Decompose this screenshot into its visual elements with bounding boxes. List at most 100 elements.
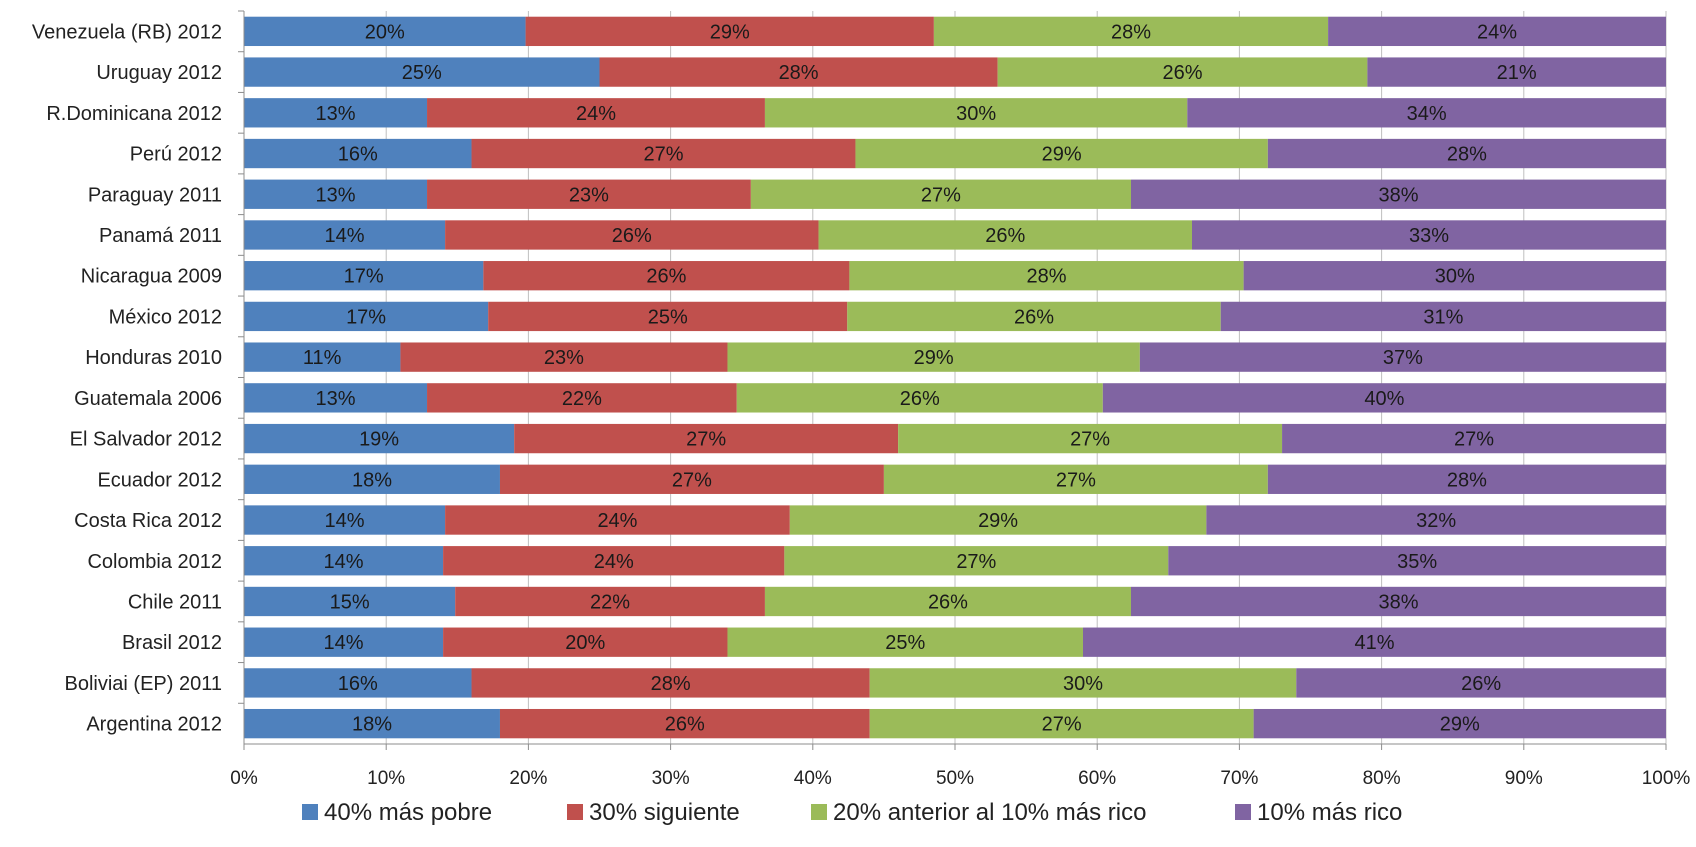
x-tick-label: 50% xyxy=(936,768,974,789)
data-label: 22% xyxy=(562,388,602,410)
axes xyxy=(238,10,1667,750)
data-label: 24% xyxy=(576,103,616,125)
data-label: 37% xyxy=(1383,347,1423,369)
data-label: 32% xyxy=(1416,510,1456,532)
category-label: Honduras 2010 xyxy=(85,347,222,369)
legend-label: 30% siguiente xyxy=(589,799,740,826)
bar-segment xyxy=(1082,627,1666,657)
data-label: 40% xyxy=(1364,388,1404,410)
data-label: 20% xyxy=(565,632,605,654)
bar-segment xyxy=(471,668,870,698)
category-label: R.Dominicana 2012 xyxy=(46,103,222,125)
category-label: Perú 2012 xyxy=(130,144,222,166)
bar-segment xyxy=(400,342,728,372)
bar-segment xyxy=(1139,342,1666,372)
data-label: 22% xyxy=(590,591,630,613)
x-tick-label: 0% xyxy=(230,768,258,789)
data-label: 27% xyxy=(1042,714,1082,736)
data-label: 24% xyxy=(1477,21,1517,43)
data-label: 28% xyxy=(779,62,819,84)
data-label: 28% xyxy=(1447,469,1487,491)
bar-segment xyxy=(1168,546,1666,576)
legend-label: 20% anterior al 10% más rico xyxy=(833,799,1146,826)
data-label: 13% xyxy=(315,103,355,125)
data-label: 31% xyxy=(1423,306,1463,328)
bar-segment xyxy=(244,464,500,494)
data-label: 15% xyxy=(330,591,370,613)
bar-segment xyxy=(445,505,790,535)
bar-segment xyxy=(727,342,1140,372)
data-label: 24% xyxy=(597,510,637,532)
bar-segment xyxy=(764,98,1188,128)
bar-segment xyxy=(847,301,1221,332)
data-label: 33% xyxy=(1409,225,1449,247)
bar-segment xyxy=(784,546,1169,576)
bar-segment xyxy=(488,301,848,332)
bar-segment xyxy=(525,16,934,47)
bar-segment xyxy=(244,98,428,128)
data-label: 28% xyxy=(1026,266,1066,288)
bar-segment xyxy=(1267,138,1666,169)
data-label: 27% xyxy=(1070,429,1110,451)
bar-segment xyxy=(869,708,1254,739)
data-label: 29% xyxy=(710,21,750,43)
bar-segment xyxy=(427,98,765,128)
data-label: 16% xyxy=(338,673,378,695)
data-label: 30% xyxy=(1435,266,1475,288)
data-label: 28% xyxy=(1111,21,1151,43)
bar-segment xyxy=(1130,179,1666,209)
bar-segment xyxy=(869,668,1297,698)
data-label: 17% xyxy=(346,306,386,328)
x-tick-label: 100% xyxy=(1642,768,1691,789)
data-label: 41% xyxy=(1354,632,1394,654)
data-label: 27% xyxy=(643,144,683,166)
bar-segment xyxy=(933,16,1329,47)
bar-segment xyxy=(244,179,428,209)
bar-segment xyxy=(1243,261,1666,291)
data-label: 26% xyxy=(665,714,705,736)
bar-segment xyxy=(764,586,1131,617)
x-tick-label: 70% xyxy=(1220,768,1258,789)
bar-segment xyxy=(898,423,1283,454)
bar-segment xyxy=(483,261,850,291)
bar-segment xyxy=(244,261,484,291)
bar-segment xyxy=(499,464,884,494)
legend-swatch xyxy=(567,804,583,820)
data-label: 27% xyxy=(956,551,996,573)
data-label: 26% xyxy=(646,266,686,288)
data-label: 25% xyxy=(648,306,688,328)
data-label: 11% xyxy=(303,347,342,369)
data-label: 25% xyxy=(402,62,442,84)
data-label: 20% xyxy=(365,21,405,43)
bar-segment xyxy=(1102,383,1666,413)
data-label: 19% xyxy=(359,429,399,451)
data-label: 16% xyxy=(338,144,378,166)
data-label: 14% xyxy=(324,551,364,573)
bar-segment xyxy=(244,586,456,617)
bar-segment xyxy=(244,220,446,250)
legend-swatch xyxy=(811,804,827,820)
bar-segment xyxy=(244,138,472,169)
bar-segment xyxy=(244,57,600,87)
x-tick-label: 20% xyxy=(509,768,547,789)
data-label: 27% xyxy=(1056,469,1096,491)
category-label: Chile 2011 xyxy=(128,591,222,613)
bar-segment xyxy=(818,220,1192,250)
data-label: 23% xyxy=(569,184,609,206)
data-label: 29% xyxy=(978,510,1018,532)
data-label: 26% xyxy=(612,225,652,247)
bar-segment xyxy=(514,423,899,454)
bar-segment xyxy=(855,138,1268,169)
bar-segment xyxy=(244,627,444,657)
legend-label: 10% más rico xyxy=(1257,799,1402,826)
bar-segment xyxy=(727,627,1083,657)
data-label: 26% xyxy=(985,225,1025,247)
bar-segment xyxy=(1296,668,1666,698)
data-label: 30% xyxy=(956,103,996,125)
bar-segment xyxy=(471,138,856,169)
bar-segment xyxy=(599,57,998,87)
data-label: 13% xyxy=(315,184,355,206)
bar-segment xyxy=(244,708,500,739)
category-label: Brasil 2012 xyxy=(122,632,222,654)
